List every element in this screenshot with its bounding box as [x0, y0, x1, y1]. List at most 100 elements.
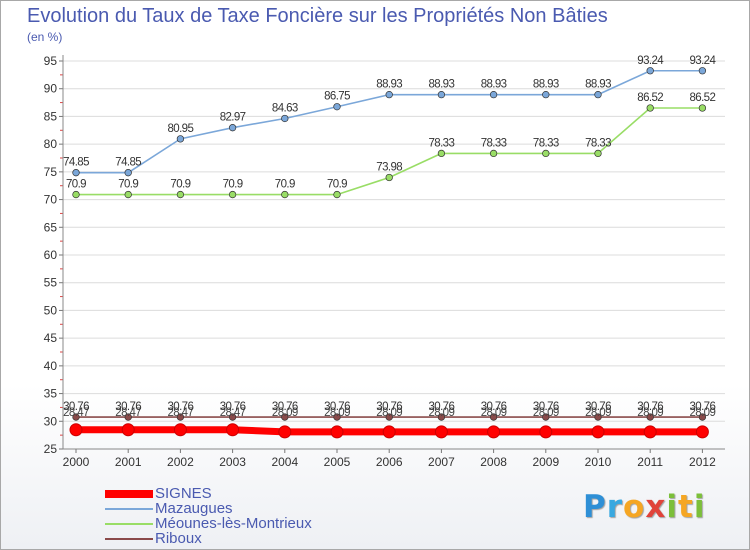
data-label: 28.09 [690, 407, 716, 419]
data-label: 28.09 [481, 407, 507, 419]
data-label: 30.76 [376, 401, 402, 413]
data-label: 28.09 [324, 407, 350, 419]
data-label: 88.93 [481, 79, 507, 91]
data-point [281, 114, 289, 123]
data-point [542, 149, 550, 158]
y-tick-label: 45 [44, 331, 58, 345]
data-point [176, 190, 185, 199]
data-label: 84.63 [272, 102, 298, 114]
data-label: 28.09 [637, 407, 663, 419]
data-label: 78.33 [429, 137, 455, 149]
data-point [385, 413, 393, 421]
y-tick-label: 25 [44, 442, 58, 456]
x-tick-label: 2000 [63, 455, 90, 469]
data-label: 30.76 [115, 401, 141, 413]
data-label: 30.76 [220, 401, 246, 413]
data-label: 70.9 [327, 179, 347, 191]
data-label: 28.47 [168, 407, 194, 419]
data-point [643, 425, 657, 439]
y-tick-label: 50 [44, 303, 58, 317]
logo-letter: t [677, 489, 694, 525]
data-point [434, 425, 448, 439]
data-point [173, 423, 187, 437]
data-point [591, 425, 605, 439]
data-point [124, 413, 132, 421]
data-label: 78.33 [585, 137, 611, 149]
data-label: 30.76 [533, 401, 559, 413]
x-tick-label: 2003 [219, 455, 246, 469]
data-point [176, 135, 185, 143]
data-label: 74.85 [115, 157, 141, 169]
data-point [437, 90, 446, 99]
data-point [228, 190, 237, 199]
y-tick-label: 65 [44, 220, 58, 234]
data-label: 28.09 [533, 407, 559, 419]
x-tick-label: 2001 [115, 455, 142, 469]
data-label: 70.9 [223, 179, 243, 191]
y-tick-label: 70 [44, 193, 58, 207]
data-point [698, 67, 707, 75]
x-tick-label: 2011 [637, 455, 663, 469]
data-label: 74.85 [63, 157, 89, 169]
data-label: 28.47 [63, 407, 89, 419]
data-label: 80.95 [168, 123, 194, 135]
x-tick-label: 2007 [428, 455, 455, 469]
data-label: 70.9 [118, 179, 138, 191]
legend-label: SIGNES [155, 485, 212, 502]
x-tick-label: 2004 [271, 455, 298, 469]
data-point [542, 90, 550, 99]
data-point [72, 190, 80, 199]
y-tick-label: 40 [44, 359, 58, 373]
data-point [698, 104, 707, 112]
data-point [228, 413, 237, 421]
data-label: 28.47 [220, 407, 246, 419]
data-label: 30.76 [272, 401, 298, 413]
y-tick-label: 85 [44, 109, 58, 123]
y-tick-label: 35 [44, 387, 58, 401]
data-point [72, 169, 80, 177]
data-point [121, 423, 135, 437]
data-label: 30.76 [168, 401, 194, 413]
data-label: 30.76 [690, 401, 716, 413]
x-tick-label: 2002 [167, 455, 194, 469]
data-point [698, 413, 707, 421]
data-label: 28.09 [376, 407, 402, 419]
data-label: 28.09 [585, 407, 611, 419]
data-point [489, 90, 498, 99]
x-tick-label: 2010 [585, 455, 612, 469]
data-label: 30.76 [481, 401, 507, 413]
data-label: 30.76 [637, 401, 663, 413]
legend-swatch [105, 490, 153, 498]
legend-label: Mazaugues [155, 500, 233, 517]
data-point [278, 425, 292, 439]
data-label: 88.93 [429, 79, 455, 91]
legend-label: Méounes-lès-Montrieux [155, 515, 312, 532]
x-tick-label: 2008 [480, 455, 507, 469]
logo-letter: P [583, 489, 607, 525]
data-label: 86.75 [324, 91, 350, 103]
data-point [487, 425, 501, 439]
data-point [281, 190, 289, 199]
logo-letter: r [606, 489, 624, 525]
data-point [228, 124, 237, 132]
data-label: 28.09 [429, 407, 455, 419]
legend-swatch [105, 523, 153, 525]
data-point [385, 90, 393, 99]
data-label: 70.9 [275, 179, 295, 191]
data-label: 93.24 [690, 55, 717, 67]
legend-swatch [105, 538, 153, 540]
data-point [539, 425, 553, 439]
data-point [437, 149, 446, 158]
proxiti-logo: Proxiti [583, 489, 705, 525]
x-tick-label: 2012 [689, 455, 716, 469]
data-label: 88.93 [585, 79, 611, 91]
data-point [176, 413, 185, 421]
chart-title: Evolution du Taux de Taxe Foncière sur l… [27, 5, 608, 27]
data-point [226, 423, 240, 437]
data-label: 82.97 [220, 112, 246, 124]
data-label: 70.9 [170, 179, 190, 191]
y-tick-label: 60 [44, 248, 58, 262]
data-point [69, 423, 83, 437]
data-point [646, 104, 654, 112]
